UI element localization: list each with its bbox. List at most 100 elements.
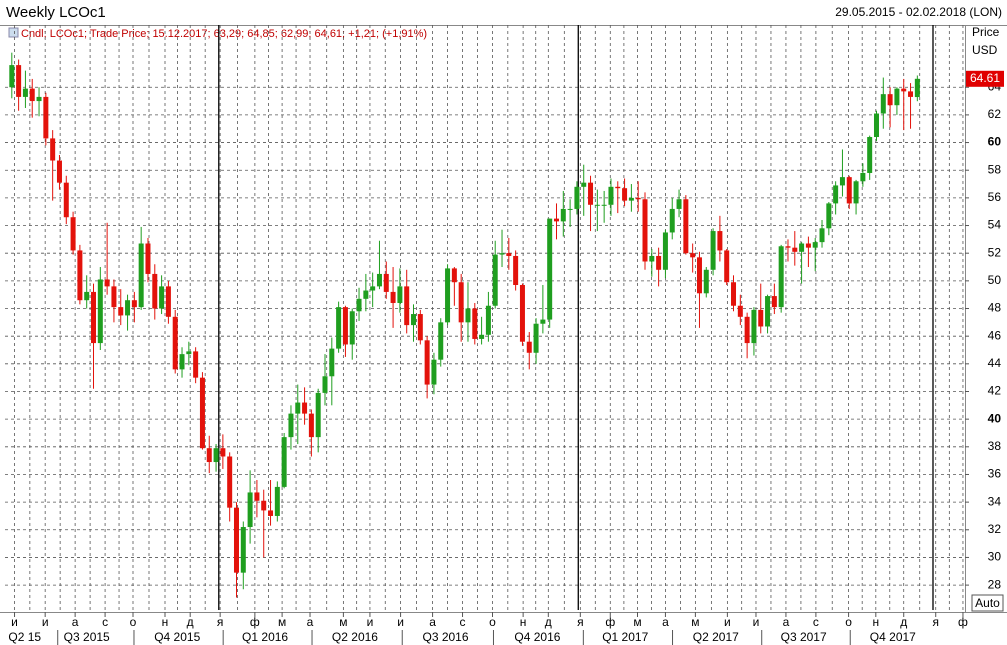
x-month-label: д	[545, 615, 552, 629]
candle-body	[274, 486, 280, 516]
candle-body	[635, 197, 641, 200]
candle-body	[731, 282, 737, 306]
candle-body	[390, 291, 396, 303]
date-range: 29.05.2015 - 02.02.2018 (LON)	[835, 5, 1002, 19]
candle-body	[336, 307, 342, 349]
candle-body	[104, 279, 110, 287]
x-month-label: и	[367, 615, 374, 629]
x-month-label: а	[307, 615, 314, 629]
candle-body	[642, 199, 648, 262]
candle-body	[540, 319, 546, 324]
candle-body	[458, 282, 464, 323]
candle-body	[880, 94, 886, 114]
candle-body	[370, 286, 376, 291]
candle-body	[601, 204, 607, 206]
candle-body	[322, 376, 328, 393]
candle-body	[288, 413, 294, 438]
candle-body	[63, 182, 69, 218]
x-quarter-label: Q4 2015	[154, 630, 200, 644]
chart-title: Weekly LCOc1	[6, 4, 106, 21]
y-tick-label: 58	[988, 162, 1002, 176]
x-month-label: и	[753, 615, 760, 629]
candle-body	[567, 208, 573, 210]
x-month-label: о	[489, 615, 496, 629]
x-month-label: с	[102, 615, 108, 629]
y-tick-label: 42	[988, 384, 1002, 398]
candle-body	[785, 246, 791, 248]
candle-body	[152, 273, 158, 309]
candle-body	[199, 377, 205, 449]
candle-body	[662, 232, 668, 270]
candle-body	[839, 177, 845, 186]
candle-body	[826, 203, 832, 229]
auto-button[interactable]	[971, 594, 1004, 612]
candle-body	[97, 279, 103, 344]
candle-body	[91, 291, 97, 344]
candle-body	[608, 186, 614, 205]
y-tick-label: 46	[988, 328, 1002, 342]
y-tick-label: 32	[988, 522, 1002, 536]
candle-body	[411, 314, 417, 326]
candle-body	[485, 305, 491, 335]
x-month-label: я	[217, 615, 224, 629]
candle-body	[751, 309, 757, 344]
candle-body	[349, 311, 355, 345]
candle-body	[696, 257, 702, 294]
candle-body	[145, 243, 151, 274]
candle-body	[268, 510, 274, 516]
candle-body	[622, 188, 628, 201]
x-quarter-label: Q4 2017	[870, 630, 916, 644]
candle-body	[560, 208, 566, 222]
candle-body	[506, 253, 512, 256]
candle-body	[438, 322, 444, 360]
candle-body	[853, 181, 859, 204]
candle-body	[445, 268, 451, 323]
y-tick-label: 56	[988, 190, 1002, 204]
candle-body	[737, 305, 743, 317]
candle-body	[43, 96, 49, 139]
x-month-label: а	[429, 615, 436, 629]
auto-button-label[interactable]: Auto	[975, 596, 1000, 610]
candle-body	[819, 228, 825, 243]
x-month-label: ф	[605, 615, 615, 629]
candle-body	[574, 186, 580, 209]
candle-body	[315, 392, 321, 438]
x-month-label: и	[11, 615, 18, 629]
y-tick-label: 28	[988, 577, 1002, 591]
candle-body	[261, 500, 267, 511]
x-month-label: н	[162, 615, 169, 629]
candle-body	[417, 314, 423, 341]
candle-body	[29, 88, 35, 102]
x-quarter-label: Q1 2016	[242, 630, 288, 644]
x-quarter-label: Q3 2017	[781, 630, 827, 644]
x-month-label: с	[813, 615, 819, 629]
candle-body	[690, 253, 696, 258]
candle-body	[376, 273, 382, 287]
candle-body	[213, 448, 219, 463]
candle-body	[744, 316, 750, 344]
candle-body	[901, 88, 907, 92]
candle-body	[465, 308, 471, 323]
candle-body	[656, 255, 662, 270]
candle-body	[308, 413, 314, 438]
candle-body	[479, 334, 485, 339]
candle-body	[356, 298, 362, 312]
last-price-box	[966, 70, 1004, 87]
candle-body	[342, 307, 348, 345]
x-month-label: ф	[958, 615, 968, 629]
candle-body	[833, 185, 839, 204]
candle-body	[492, 254, 498, 306]
x-month-label: ф	[250, 615, 260, 629]
candle-body	[778, 246, 784, 308]
x-month-label: м	[633, 615, 641, 629]
candle-body	[125, 300, 131, 316]
candle-body	[526, 341, 532, 353]
x-month-label: м	[691, 615, 699, 629]
candle-body	[805, 243, 811, 248]
x-month-label: о	[845, 615, 852, 629]
x-month-label: а	[783, 615, 790, 629]
candle-body	[70, 217, 76, 251]
candle-body	[50, 138, 56, 161]
y-tick-label: 30	[988, 550, 1002, 564]
